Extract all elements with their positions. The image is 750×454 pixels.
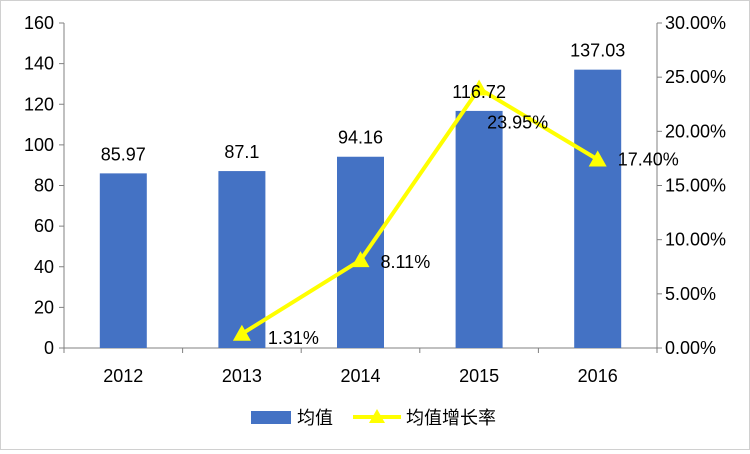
y-right-tick-label: 25.00%: [665, 67, 726, 87]
line-point-marker: [232, 324, 251, 341]
line-value-label: 23.95%: [487, 113, 548, 133]
legend: 均值 均值增长率: [251, 408, 496, 429]
bar-series: [99, 69, 622, 349]
bar: [574, 69, 622, 349]
y-left-tick-label: 100: [24, 135, 54, 155]
line-value-label: 17.40%: [618, 150, 679, 170]
bar-value-label: 137.03: [570, 41, 625, 61]
y-right-tick-label: 10.00%: [665, 230, 726, 250]
line-value-label: 1.31%: [268, 328, 319, 348]
y-right-tick-label: 20.00%: [665, 121, 726, 141]
bar: [218, 171, 266, 348]
x-tick-label: 2015: [459, 366, 499, 386]
bar: [455, 110, 503, 348]
line-value-label: 8.11%: [381, 252, 431, 272]
line-point-marker: [588, 150, 607, 167]
y-left-tick-label: 80: [34, 176, 54, 196]
data-labels: 85.97 87.1 94.16 116.72 137.03 1.31% 8.11% 23.9…: [101, 41, 679, 348]
y-left-tick-label: 120: [24, 94, 54, 114]
y-right-tick-label: 0.00%: [665, 338, 716, 358]
bar-value-label: 116.72: [452, 82, 506, 102]
axes: 0 20 40 60 80 100 120 140 160 0.00% 5.00% 10.00% 15.…: [24, 13, 726, 386]
x-tick-label: 2012: [103, 366, 143, 386]
bar-value-label: 85.97: [101, 144, 146, 164]
y-left-tick-label: 0: [44, 338, 54, 358]
y-right-tick-label: 30.00%: [665, 13, 726, 33]
y-left-tick-label: 40: [34, 257, 54, 277]
y-left-tick-label: 160: [24, 13, 54, 33]
bar-value-label: 87.1: [224, 142, 259, 162]
bar-value-label: 94.16: [338, 128, 383, 148]
y-left-tick-label: 20: [34, 297, 54, 317]
bar: [99, 173, 147, 348]
x-tick-label: 2014: [340, 366, 380, 386]
x-tick-label: 2013: [222, 366, 262, 386]
y-left-tick-label: 140: [24, 54, 54, 74]
legend-triangle-marker: [369, 409, 385, 423]
legend-label-bar: 均值: [297, 408, 333, 429]
line-point-marker: [470, 79, 489, 96]
y-left-tick-label: 60: [34, 216, 54, 236]
legend-label-line: 均值增长率: [406, 408, 496, 429]
legend-swatch-bar: [251, 411, 291, 424]
y-right-tick-label: 15.00%: [665, 176, 726, 196]
growth-line: [240, 86, 599, 336]
line-series: [232, 79, 607, 341]
line-point-marker: [351, 251, 370, 268]
y-right-tick-label: 5.00%: [665, 284, 716, 304]
x-tick-label: 2016: [578, 366, 618, 386]
